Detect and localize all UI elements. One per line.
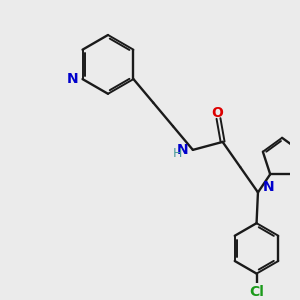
Text: Cl: Cl: [249, 285, 264, 299]
Text: O: O: [211, 106, 223, 120]
Text: N: N: [177, 143, 189, 157]
Text: N: N: [263, 180, 275, 194]
Text: N: N: [67, 72, 78, 86]
Text: H: H: [173, 147, 182, 160]
